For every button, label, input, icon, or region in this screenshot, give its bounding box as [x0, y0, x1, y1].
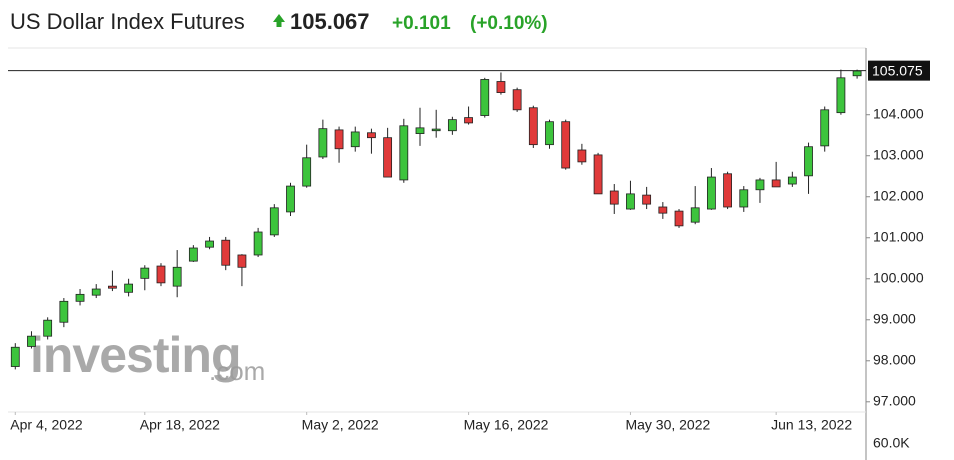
candle-body — [771, 179, 781, 188]
candle-body — [528, 107, 538, 146]
candle-body — [59, 300, 69, 323]
candle-body — [286, 185, 295, 213]
candle-body — [140, 267, 150, 279]
candle-body — [27, 335, 36, 347]
candle-body — [593, 154, 603, 195]
y-tick-label: 104.000 — [873, 105, 924, 121]
price: 105.067 — [290, 9, 370, 34]
candle-body — [431, 128, 441, 132]
candle-body — [739, 189, 749, 208]
candle-body — [464, 117, 473, 124]
up-arrow — [273, 14, 285, 27]
candle-body — [609, 190, 619, 205]
candle-body — [836, 77, 846, 114]
candle-body — [496, 81, 506, 93]
candle-body — [690, 207, 700, 223]
candle-body — [512, 89, 522, 111]
candle-body — [383, 137, 393, 178]
candle-body — [626, 193, 635, 210]
x-tick-label: May 30, 2022 — [625, 417, 710, 433]
x-tick-label: Apr 18, 2022 — [140, 417, 220, 433]
candle-body — [318, 128, 328, 158]
candle-body — [302, 157, 312, 187]
candle-body — [43, 319, 53, 337]
x-tick-label: Jun 13, 2022 — [771, 417, 852, 433]
candle-body — [75, 293, 85, 302]
title: US Dollar Index Futures — [10, 9, 245, 34]
change: +0.101 — [392, 13, 451, 34]
candle-body — [723, 173, 732, 208]
watermark: investing — [30, 327, 240, 383]
change-pct: (+0.10%) — [470, 13, 548, 34]
candle-body — [10, 346, 20, 367]
volume-label: 60.0K — [873, 435, 910, 451]
y-tick-label: 98.000 — [873, 351, 916, 367]
candle-body — [804, 146, 813, 177]
candle-body — [269, 207, 279, 236]
candle-body — [658, 206, 668, 214]
candle-body — [852, 70, 862, 77]
candle-body — [447, 119, 457, 132]
watermark-suffix: .com — [209, 356, 265, 386]
candle-body — [577, 149, 587, 163]
candle-body — [334, 129, 344, 150]
candle-body — [172, 266, 182, 287]
candle-body — [561, 121, 571, 169]
candle-body — [642, 194, 652, 205]
last-price-box — [868, 60, 930, 81]
candle-body — [350, 131, 360, 148]
candle-body — [253, 231, 263, 256]
candle-body — [188, 247, 198, 262]
last-price-label: 105.075 — [872, 62, 923, 78]
y-tick-label: 99.000 — [873, 310, 916, 326]
candle-body — [399, 125, 409, 181]
candle-body — [124, 283, 134, 293]
candle-body — [156, 265, 166, 284]
candle-body — [237, 254, 247, 268]
y-tick-label: 101.000 — [873, 228, 924, 244]
y-tick-label: 100.000 — [873, 269, 924, 285]
y-tick-label: 103.000 — [873, 146, 924, 162]
candle-body — [820, 109, 830, 147]
candle-body — [367, 132, 376, 139]
candle-body — [787, 176, 797, 185]
y-tick-label: 102.000 — [873, 187, 924, 203]
x-tick-label: May 2, 2022 — [302, 417, 379, 433]
candle-body — [755, 179, 765, 191]
x-tick-label: May 16, 2022 — [464, 417, 549, 433]
y-tick-label: 97.000 — [873, 393, 916, 409]
candle-body — [108, 285, 117, 289]
candle-body — [480, 79, 490, 116]
candle-body — [545, 121, 554, 146]
candle-body — [221, 239, 231, 266]
candle-body — [91, 288, 101, 296]
x-tick-label: Apr 4, 2022 — [10, 417, 83, 433]
candle-body — [415, 127, 425, 134]
candle-body — [706, 176, 716, 210]
candle-body — [205, 240, 214, 248]
candle-body — [674, 210, 684, 227]
